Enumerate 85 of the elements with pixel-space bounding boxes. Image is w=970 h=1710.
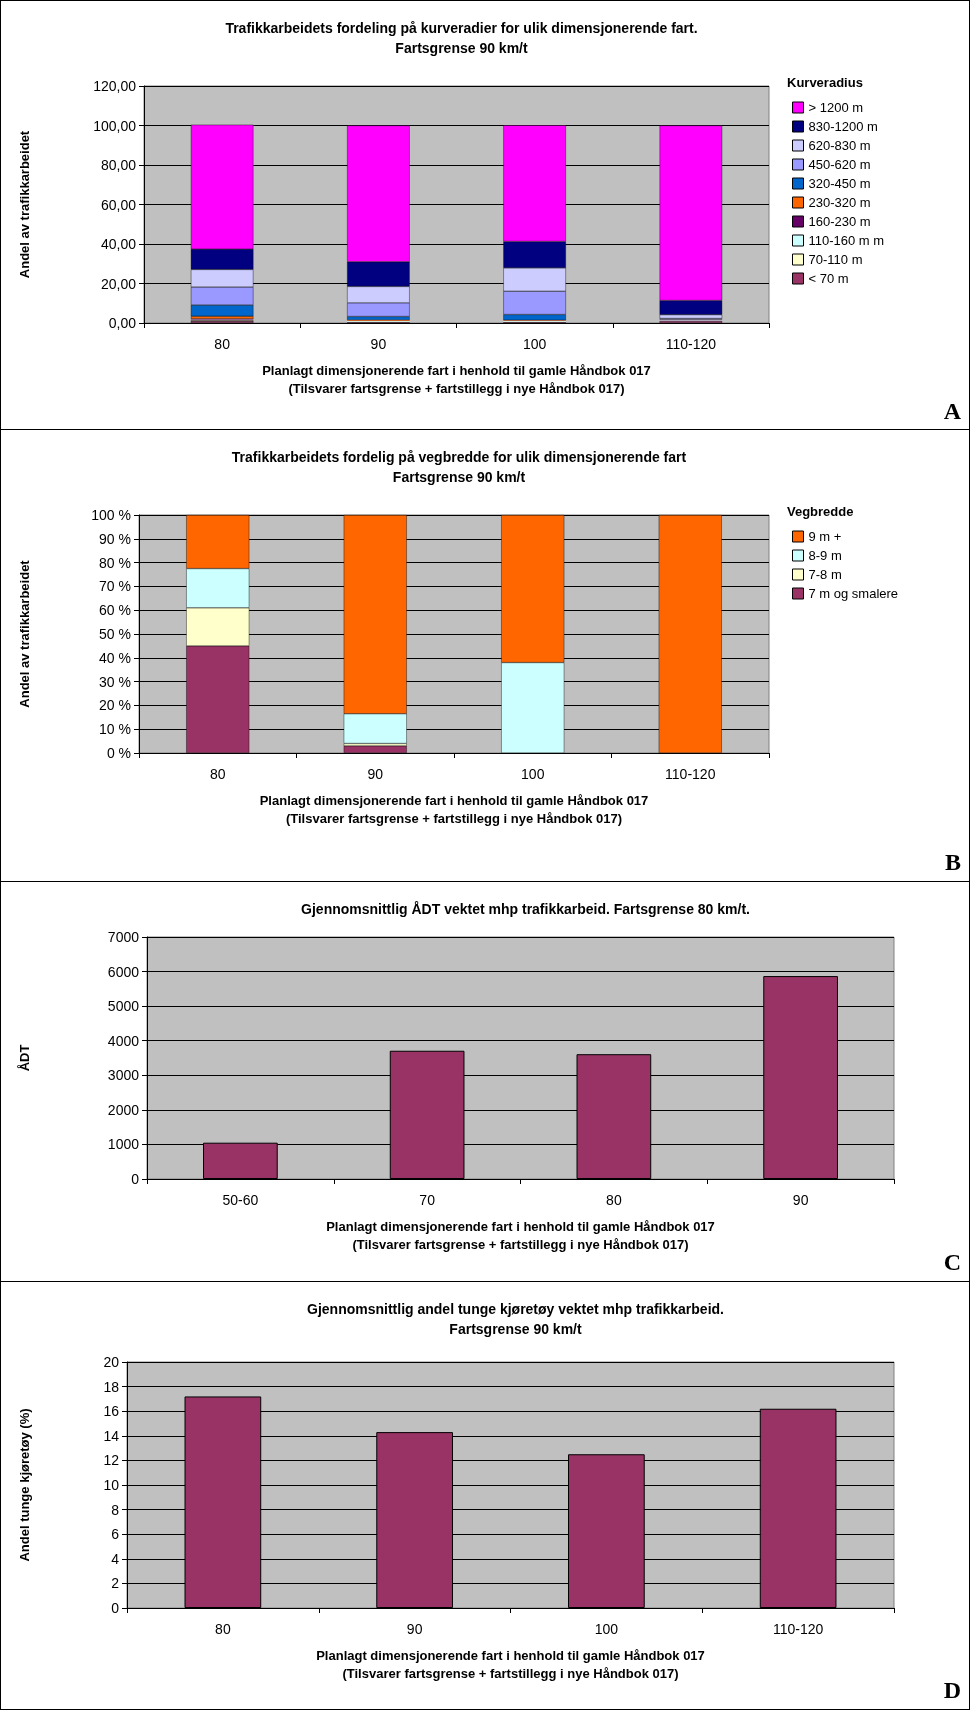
- y-tick-label: 10: [103, 1477, 120, 1493]
- y-tick-label: 1000: [107, 1136, 140, 1153]
- chart-title: Gjennomsnittlig ÅDT vektet mhp trafikkarbeid. Fartsgrense 80 km/t.: [301, 901, 750, 917]
- y-tick-label: 90 %: [99, 530, 131, 547]
- legend-label: 450-620 m: [808, 157, 871, 172]
- x-tick-label: 110-120: [665, 336, 717, 352]
- y-tick-label: 8: [111, 1501, 120, 1518]
- legend-label: 110-160 m m: [808, 233, 885, 248]
- y-tick-label: 12: [103, 1452, 120, 1469]
- chart-title: Trafikkarbeidets fordelig på vegbredde for ulik dimensjonerende fart Fartsgrense 90 km/t: [231, 449, 687, 485]
- y-axis-title: Andel av trafikkarbeidet: [17, 559, 32, 708]
- text: D: [943, 1677, 962, 1703]
- y-tick-label: 6: [111, 1526, 120, 1543]
- x-tick-label: 80: [215, 1621, 231, 1637]
- legend-label: 620-830 m: [808, 138, 871, 153]
- y-tick-label: 60 %: [99, 602, 131, 619]
- y-tick-label: 10 %: [99, 721, 131, 738]
- chart-title: Trafikkarbeidets fordeling på kurveradier for ulik dimensjonerende fart. Fartsgrense 90 km/t: [225, 20, 698, 56]
- y-tick-label: 7000: [107, 929, 140, 945]
- x-tick-label: 100: [522, 336, 547, 352]
- y-tick-label: 0,00: [108, 315, 137, 331]
- text: B: [944, 849, 962, 875]
- y-tick-label: 100 %: [91, 507, 131, 523]
- y-tick-label: 50 %: [99, 626, 131, 642]
- y-tick-label: 20: [103, 1354, 120, 1370]
- legend-label: 7 m og smalere: [808, 586, 899, 601]
- x-tick-label: 100: [521, 766, 545, 782]
- x-axis-title: Planlagt dimensjonerende fart i henhold til gamle Håndbok 017 (Tilsvarer fartsgrense + fartstillegg i nye Håndbok 017): [316, 1647, 705, 1681]
- x-tick-label: 70: [419, 1192, 436, 1208]
- x-tick-label: 110-120: [772, 1621, 824, 1637]
- chart-title: Gjennomsnittlig andel tunge kjøretøy vektet mhp trafikkarbeid. Fartsgrense 90 km/t: [307, 1301, 724, 1337]
- text: C: [943, 1249, 962, 1275]
- y-tick-label: 100,00: [93, 117, 137, 134]
- y-tick-label: 6000: [107, 963, 140, 980]
- y-tick-label: 0: [111, 1600, 120, 1616]
- y-tick-label: 0: [131, 1171, 140, 1187]
- legend-label: 830-1200 m: [808, 119, 878, 134]
- y-tick-label: 60,00: [100, 196, 137, 213]
- y-tick-label: 20 %: [99, 697, 131, 714]
- y-tick-label: 5000: [107, 998, 140, 1015]
- y-tick-label: 2000: [107, 1101, 140, 1118]
- x-tick-label: 90: [406, 1621, 423, 1637]
- y-tick-label: 120,00: [93, 78, 137, 94]
- legend-label: > 1200 m: [808, 100, 864, 115]
- legend-title: Vegbredde: [787, 504, 854, 519]
- x-axis-title: Planlagt dimensjonerende fart i henhold til gamle Håndbok 017 (Tilsvarer fartsgrense + fartstillegg i nye Håndbok 017): [262, 362, 651, 396]
- x-tick-label: 90: [367, 766, 384, 782]
- y-axis-title: Andel av trafikkarbeidet: [17, 130, 32, 279]
- legend-label: 320-450 m: [808, 176, 871, 191]
- x-tick-label: 50-60: [222, 1192, 259, 1208]
- y-axis-title: ÅDT: [17, 1044, 32, 1072]
- y-tick-label: 0 %: [106, 745, 131, 761]
- legend-title: Kurveradius: [787, 75, 863, 90]
- x-axis-title: Planlagt dimensjonerende fart i henhold til gamle Håndbok 017 (Tilsvarer fartsgrense + fartstillegg i nye Håndbok 017): [259, 792, 649, 826]
- legend-label: 230-320 m: [808, 195, 871, 210]
- text: A: [943, 398, 962, 424]
- x-tick-label: 110-120: [665, 766, 716, 782]
- y-tick-label: 2: [111, 1575, 120, 1592]
- x-tick-label: 80: [209, 766, 226, 782]
- x-tick-label: 80: [214, 336, 231, 352]
- y-tick-label: 18: [103, 1378, 120, 1395]
- y-tick-label: 40 %: [99, 649, 131, 666]
- x-tick-label: 100: [594, 1621, 619, 1637]
- legend-label: 8-9 m: [808, 548, 842, 563]
- y-tick-label: 4000: [107, 1032, 140, 1049]
- legend-label: 160-230 m: [808, 214, 871, 229]
- y-tick-label: 14: [103, 1427, 120, 1444]
- y-tick-label: 80,00: [100, 157, 137, 173]
- legend-label: 9 m +: [808, 529, 842, 544]
- y-tick-label: 16: [103, 1403, 120, 1420]
- y-tick-label: 70 %: [99, 578, 131, 595]
- y-axis-title: Andel tunge kjøretøy (%): [17, 1408, 32, 1562]
- y-tick-label: 80 %: [99, 554, 131, 571]
- x-tick-label: 80: [606, 1192, 622, 1208]
- y-tick-label: 4: [111, 1550, 120, 1567]
- y-tick-label: 30 %: [99, 673, 131, 690]
- x-tick-label: 90: [792, 1192, 809, 1208]
- y-tick-label: 3000: [107, 1067, 140, 1084]
- y-tick-label: 20,00: [100, 275, 137, 292]
- legend-label: < 70 m: [808, 271, 849, 286]
- legend-label: 70-110 m: [808, 252, 863, 267]
- x-tick-label: 90: [370, 336, 387, 352]
- y-tick-label: 40,00: [100, 236, 137, 252]
- x-axis-title: Planlagt dimensjonerende fart i henhold til gamle Håndbok 017 (Tilsvarer fartsgrense + fartstillegg i nye Håndbok 017): [326, 1218, 715, 1252]
- legend-label: 7-8 m: [808, 567, 842, 582]
